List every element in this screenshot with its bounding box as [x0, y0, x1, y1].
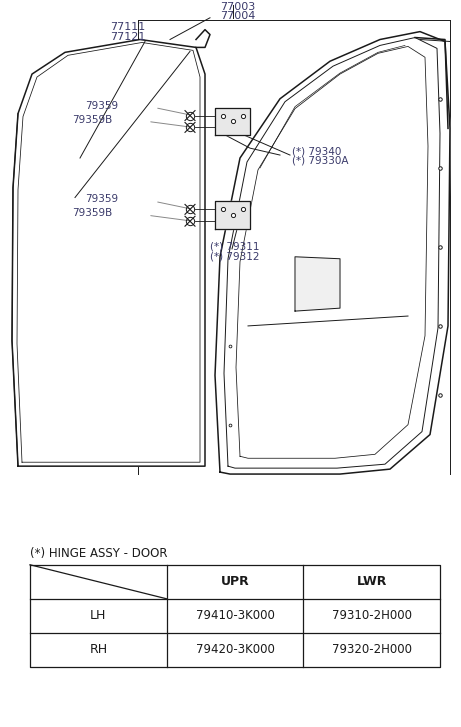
Text: 77121: 77121: [110, 31, 145, 41]
Text: 79420-3K000: 79420-3K000: [195, 643, 274, 656]
Text: 79410-3K000: 79410-3K000: [195, 609, 274, 622]
Polygon shape: [215, 108, 250, 135]
Text: 77004: 77004: [220, 11, 255, 21]
Text: (*) 79330A: (*) 79330A: [292, 156, 349, 166]
Text: 77111: 77111: [110, 22, 145, 32]
Polygon shape: [196, 30, 210, 47]
Text: UPR: UPR: [221, 575, 249, 588]
Text: LWR: LWR: [356, 575, 387, 588]
Text: (*) 79312: (*) 79312: [210, 252, 260, 262]
Polygon shape: [215, 31, 450, 474]
Text: LH: LH: [90, 609, 106, 622]
Text: RH: RH: [89, 643, 107, 656]
Text: (*) 79340: (*) 79340: [292, 146, 342, 156]
Text: 79359: 79359: [85, 100, 118, 111]
Polygon shape: [215, 201, 250, 229]
Text: (*) 79311: (*) 79311: [210, 242, 260, 252]
Text: 79359: 79359: [85, 195, 118, 204]
Polygon shape: [12, 39, 205, 466]
Text: 79320-2H000: 79320-2H000: [331, 643, 412, 656]
Text: 79310-2H000: 79310-2H000: [331, 609, 412, 622]
Text: 77003: 77003: [220, 2, 255, 12]
Text: 79359B: 79359B: [72, 114, 112, 124]
Text: 79359B: 79359B: [72, 209, 112, 218]
Text: (*) HINGE ASSY - DOOR: (*) HINGE ASSY - DOOR: [30, 547, 167, 560]
Polygon shape: [295, 257, 340, 311]
